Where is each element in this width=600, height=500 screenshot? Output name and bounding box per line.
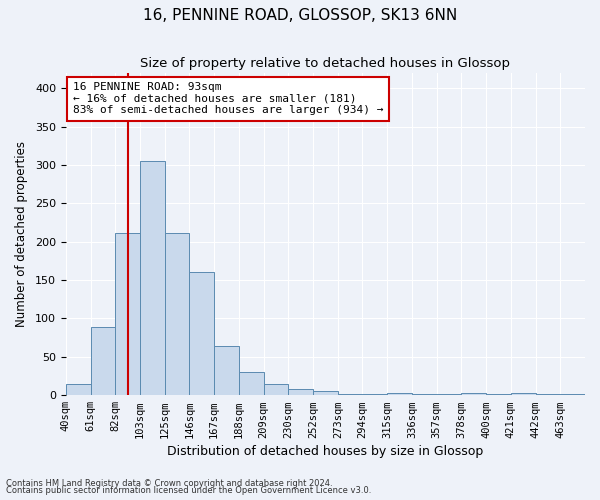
Bar: [313, 392, 338, 395]
Bar: [437, 394, 461, 395]
Bar: [91, 327, 115, 395]
Bar: [214, 346, 239, 395]
Bar: [536, 394, 560, 395]
Text: 16, PENNINE ROAD, GLOSSOP, SK13 6NN: 16, PENNINE ROAD, GLOSSOP, SK13 6NN: [143, 8, 457, 22]
Bar: [289, 389, 313, 395]
Title: Size of property relative to detached houses in Glossop: Size of property relative to detached ho…: [140, 58, 511, 70]
Bar: [560, 394, 585, 395]
Bar: [387, 393, 412, 395]
Bar: [263, 384, 289, 395]
Bar: [115, 234, 140, 395]
Bar: [412, 394, 437, 395]
Bar: [338, 394, 362, 395]
Bar: [511, 393, 536, 395]
Text: 16 PENNINE ROAD: 93sqm
← 16% of detached houses are smaller (181)
83% of semi-de: 16 PENNINE ROAD: 93sqm ← 16% of detached…: [73, 82, 383, 116]
Y-axis label: Number of detached properties: Number of detached properties: [15, 141, 28, 327]
Bar: [461, 393, 486, 395]
Bar: [140, 162, 164, 395]
Bar: [66, 384, 91, 395]
X-axis label: Distribution of detached houses by size in Glossop: Distribution of detached houses by size …: [167, 444, 484, 458]
Bar: [190, 272, 214, 395]
Text: Contains HM Land Registry data © Crown copyright and database right 2024.: Contains HM Land Registry data © Crown c…: [6, 478, 332, 488]
Bar: [164, 232, 190, 395]
Text: Contains public sector information licensed under the Open Government Licence v3: Contains public sector information licen…: [6, 486, 371, 495]
Bar: [239, 372, 263, 395]
Bar: [362, 394, 387, 395]
Bar: [486, 394, 511, 395]
